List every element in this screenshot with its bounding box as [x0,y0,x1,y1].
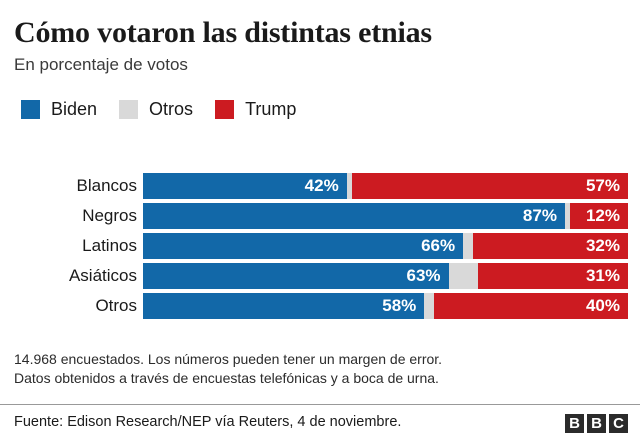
bar-segment-otros[interactable] [346,173,352,199]
chart-footnote: 14.968 encuestados. Los números pueden t… [14,350,626,388]
bar-value-label: 87% [522,206,557,225]
bar-value-label: 66% [421,236,456,255]
legend-item-biden[interactable]: Biden [21,100,97,119]
bar-segment-otros[interactable] [564,203,570,229]
bar-value-label: 63% [406,266,441,285]
chart-header: Cómo votaron las distintas etnias En por… [14,16,626,76]
bar-segment-biden[interactable]: 63% [143,263,449,289]
bar-value-label: 57% [585,176,620,195]
legend-item-trump[interactable]: Trump [215,100,296,119]
bar-segment-trump[interactable]: 12% [569,203,628,229]
bar-row: Asiáticos 63% 31% [0,263,640,289]
legend-label: Trump [245,99,297,119]
bar-chart-plot: Blancos 42% 57% Negros 87% 12% Latinos 66% 32% As… [0,173,640,323]
bar-row: Blancos 42% 57% [0,173,640,199]
bar-value-label: 12% [585,206,620,225]
stacked-bar: 63% 31% [143,263,628,289]
bar-value-label: 31% [585,266,620,285]
page-title: Cómo votaron las distintas etnias [14,16,432,49]
category-label-0: Blancos [76,176,137,195]
bar-segment-biden[interactable]: 66% [143,233,464,259]
bar-segment-biden[interactable]: 58% [143,293,425,319]
legend-swatch-biden [21,100,40,119]
category-label-2: Latinos [82,236,137,255]
bar-segment-biden[interactable]: 42% [143,173,347,199]
bbc-logo-block-2: C [609,414,628,433]
bar-row: Negros 87% 12% [0,203,640,229]
bar-value-label: 32% [585,236,620,255]
chart-subtitle: En porcentaje de votos [14,55,188,74]
bar-row: Otros 58% 40% [0,293,640,319]
stacked-bar: 87% 12% [143,203,628,229]
bbc-logo-block-1: B [587,414,606,433]
bar-row: Latinos 66% 32% [0,233,640,259]
bar-segment-biden[interactable]: 87% [143,203,565,229]
legend-label: Otros [149,99,194,119]
category-label-1: Negros [82,206,137,225]
chart-legend: Biden Otros Trump [21,100,318,119]
footnote-line-1: 14.968 encuestados. Los números pueden t… [14,351,443,367]
legend-label: Biden [51,99,98,119]
bar-value-label: 42% [304,176,339,195]
bbc-logo-block-0: B [565,414,584,433]
bar-segment-trump[interactable]: 40% [433,293,628,319]
bar-segment-trump[interactable]: 31% [477,263,628,289]
category-label-4: Otros [95,296,137,315]
footnote-line-2: Datos obtenidos a través de encuestas te… [14,370,439,386]
bar-value-label: 40% [585,296,620,315]
bar-segment-otros[interactable] [424,293,434,319]
bar-segment-trump[interactable]: 57% [351,173,628,199]
legend-swatch-otros [119,100,139,119]
source-attribution: Fuente: Edison Research/NEP vía Reuters,… [14,414,402,430]
footer-divider [0,404,640,405]
legend-item-otros[interactable]: Otros [119,100,193,119]
category-label-3: Asiáticos [68,266,137,285]
stacked-bar: 66% 32% [143,233,628,259]
stacked-bar: 42% 57% [143,173,628,199]
bar-segment-trump[interactable]: 32% [472,233,628,259]
bar-value-label: 58% [382,296,417,315]
bar-segment-otros[interactable] [448,263,478,289]
bar-segment-otros[interactable] [463,233,473,259]
stacked-bar: 58% 40% [143,293,628,319]
legend-swatch-trump [215,100,235,119]
